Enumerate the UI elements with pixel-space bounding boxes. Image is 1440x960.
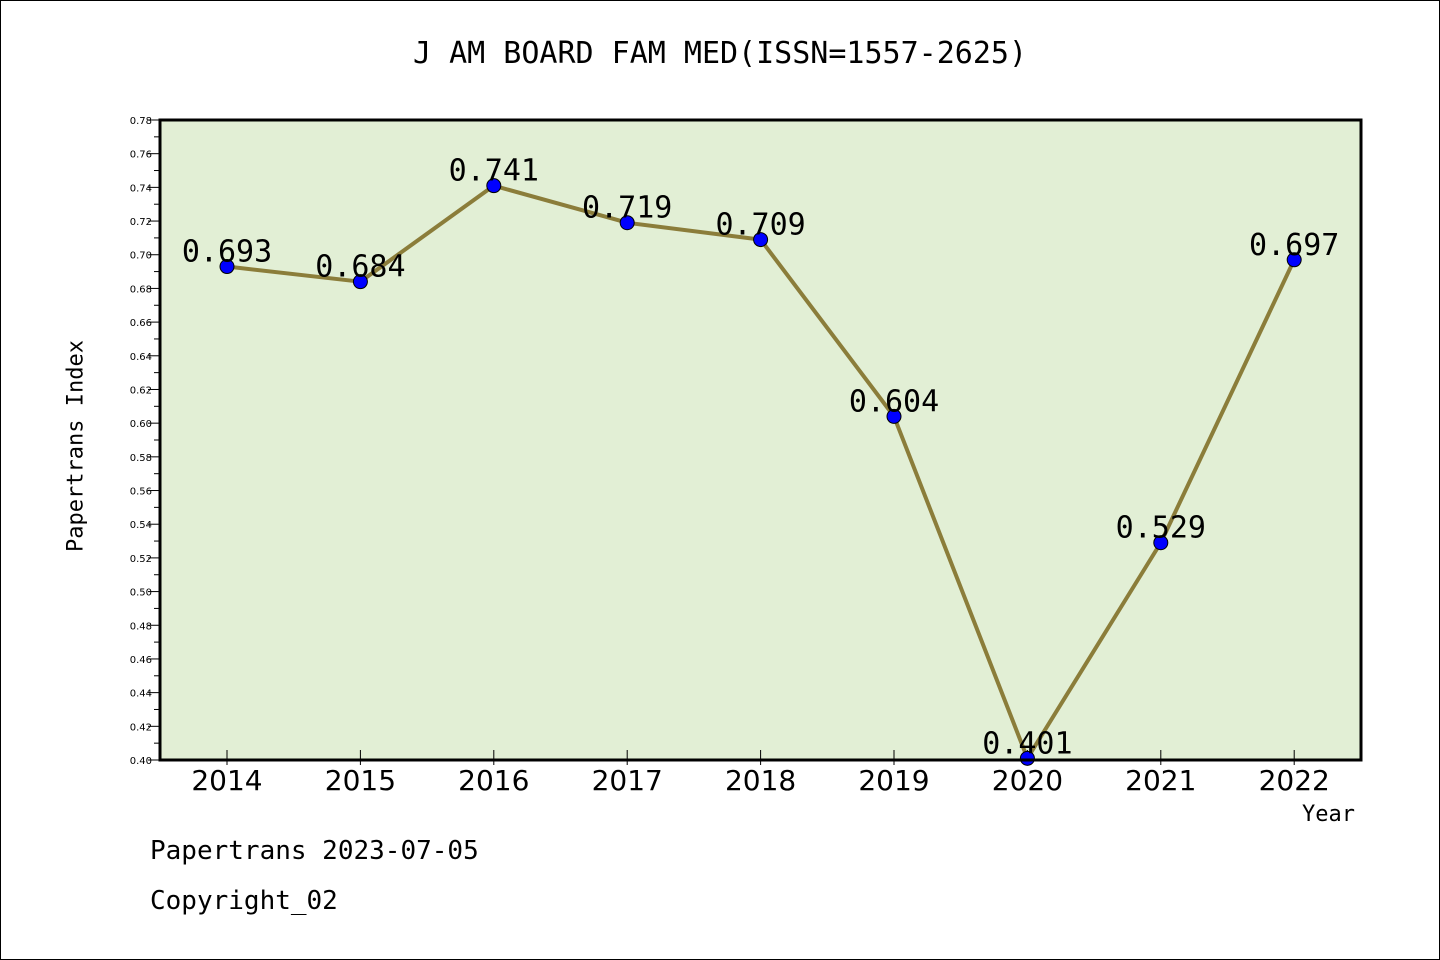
- y-tick-label: 0.78: [130, 116, 152, 127]
- data-point: [219, 259, 235, 275]
- data-label: 0.684: [315, 250, 405, 285]
- y-tick-label: 0.46: [130, 655, 152, 666]
- data-point: [753, 232, 769, 248]
- y-tick-label: 0.42: [130, 722, 152, 733]
- data-label: 0.719: [582, 191, 672, 226]
- y-tick-label: 0.48: [130, 621, 152, 632]
- data-point: [352, 274, 368, 290]
- x-tick-label: 2016: [458, 764, 529, 797]
- y-tick-label: 0.44: [130, 689, 152, 700]
- x-tick-label: 2018: [725, 764, 796, 797]
- data-label: 0.709: [715, 208, 805, 243]
- series-markers: [219, 178, 1302, 766]
- data-label: 0.529: [1116, 511, 1206, 546]
- data-label: 0.741: [449, 154, 539, 189]
- data-label: 0.697: [1249, 228, 1339, 263]
- y-tick-label: 0.58: [130, 453, 152, 464]
- y-tick-label: 0.72: [130, 217, 152, 228]
- x-tick-label: 2014: [191, 764, 262, 797]
- x-tick-label: 2021: [1125, 764, 1196, 797]
- x-tick-label: 2022: [1259, 764, 1330, 797]
- y-tick-label: 0.64: [130, 352, 152, 363]
- y-tick-label: 0.56: [130, 487, 152, 498]
- x-tick-label: 2020: [992, 764, 1063, 797]
- data-point: [1019, 750, 1035, 766]
- footer-copyright: Copyright_02: [150, 886, 338, 916]
- y-tick-label: 0.76: [130, 150, 152, 161]
- y-tick-label: 0.52: [130, 554, 152, 565]
- y-tick-label: 0.40: [130, 756, 152, 767]
- y-tick-label: 0.74: [130, 183, 152, 194]
- x-tick-label: 2017: [592, 764, 663, 797]
- data-point: [486, 178, 502, 194]
- data-point: [886, 408, 902, 424]
- data-labels: 0.693 0.684 0.741 0.719 0.709 0.604 0.401 0.529…: [182, 154, 1340, 762]
- data-point: [619, 215, 635, 231]
- y-tick-label: 0.60: [130, 419, 152, 430]
- y-tick-label: 0.54: [130, 520, 152, 531]
- chart-title: J AM BOARD FAM MED(ISSN=1557-2625): [412, 36, 1028, 71]
- y-tick-label: 0.62: [130, 385, 152, 396]
- y-tick-label: 0.68: [130, 284, 152, 295]
- plot-border: [158, 118, 1363, 762]
- x-axis-ticks: 2014 2015 2016 2017 2018 2019 2020 2021 2022: [191, 750, 1330, 797]
- footer-date: Papertrans 2023-07-05: [150, 836, 479, 866]
- data-point: [1286, 252, 1302, 268]
- y-tick-label: 0.66: [130, 318, 152, 329]
- x-tick-label: 2015: [325, 764, 396, 797]
- y-tick-label: 0.50: [130, 588, 152, 599]
- x-axis-label: Year: [1302, 802, 1355, 827]
- data-label: 0.693: [182, 235, 272, 270]
- data-point: [1153, 535, 1169, 551]
- data-label: 0.401: [982, 726, 1072, 761]
- y-tick-label: 0.70: [130, 251, 152, 262]
- data-label: 0.604: [849, 384, 939, 419]
- plot-area: [160, 120, 1361, 760]
- x-tick-label: 2019: [858, 764, 929, 797]
- y-axis-ticks: 0.40 0.42 0.44 0.46 0.48 0.50 0.52 0.54 0.56 0.58…: [130, 116, 160, 767]
